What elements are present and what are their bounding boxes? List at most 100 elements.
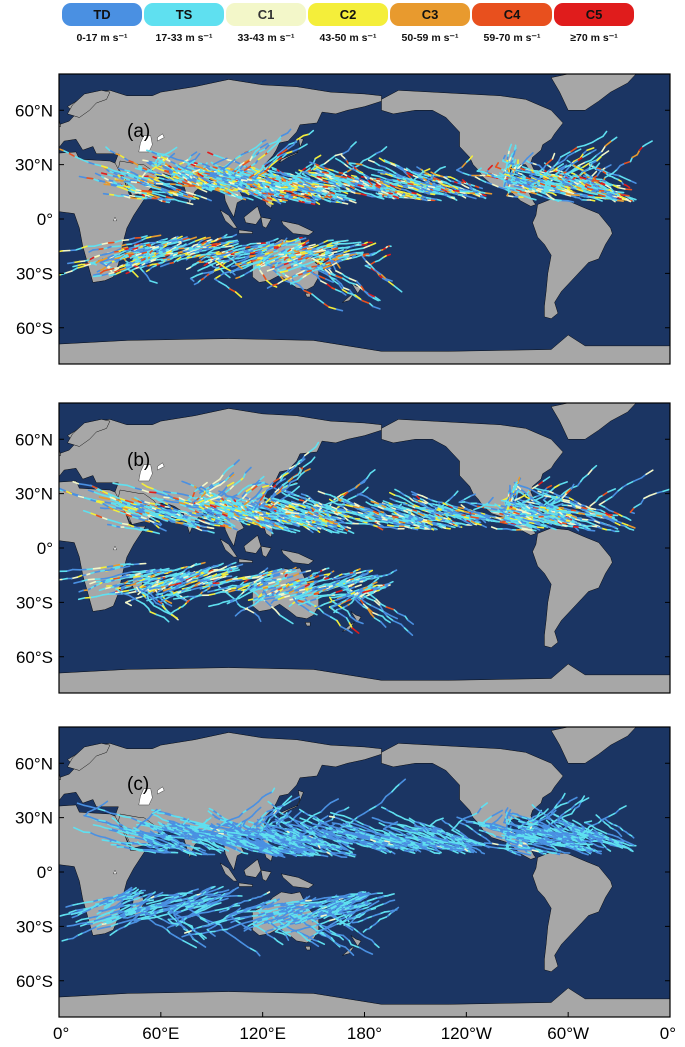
track-segment [264, 166, 271, 173]
track-segment [292, 280, 300, 284]
track-segment [507, 166, 516, 171]
track-segment [168, 184, 176, 189]
track-segment [268, 262, 278, 266]
track-segment [154, 172, 164, 176]
track-segment [328, 268, 334, 275]
track-segment [142, 159, 149, 162]
track-segment [529, 179, 538, 185]
track-segment [261, 139, 267, 143]
track-segment [94, 259, 102, 264]
track-segment [185, 201, 194, 206]
track-segment [394, 172, 402, 177]
track-segment [203, 171, 211, 174]
track-segment [168, 185, 177, 191]
track-segment [380, 146, 388, 152]
track-segment [582, 162, 591, 168]
track-segment [608, 191, 618, 197]
track-segment [486, 172, 495, 177]
track-segment [576, 144, 586, 148]
track-segment [562, 188, 571, 192]
track-segment [367, 292, 377, 298]
track-segment [279, 177, 287, 182]
track-segment [326, 283, 333, 289]
track-segment [589, 185, 599, 190]
track-segment [274, 187, 282, 190]
track-segment [201, 271, 210, 275]
track-segment [263, 160, 272, 166]
track-segment [598, 180, 607, 185]
track-segment [103, 261, 111, 264]
track-segment [516, 187, 526, 192]
track-segment [296, 194, 305, 198]
track-segment [541, 184, 550, 188]
track-segment [143, 246, 151, 250]
track-segment [333, 493, 343, 501]
panel-label: (a) [127, 121, 150, 142]
track-segment [200, 188, 208, 193]
track-segment [624, 177, 631, 182]
track-segment [267, 169, 274, 175]
track-segment [92, 274, 102, 278]
track-segment [347, 253, 357, 257]
track-segment [257, 179, 266, 183]
track-segment [224, 192, 232, 196]
track-segment [233, 176, 242, 181]
track-segment [617, 186, 626, 190]
track-segment [182, 238, 191, 243]
legend-item-c5: C5≥70 m s⁻¹ [554, 3, 634, 44]
track-segment [124, 248, 133, 252]
track-segment [570, 172, 576, 175]
track-segment [584, 159, 592, 164]
track-segment [264, 516, 272, 520]
track-segment [412, 170, 420, 174]
track-segment [207, 245, 215, 249]
track-segment [513, 158, 517, 164]
cyclone-tracks [59, 128, 653, 312]
track-segment [394, 174, 403, 179]
track-segment [343, 275, 351, 280]
track-segment [384, 166, 392, 172]
track-segment [265, 196, 273, 200]
track-segment [604, 193, 613, 198]
track-segment [416, 189, 424, 193]
track-segment [299, 178, 307, 183]
track-segment [585, 187, 594, 191]
track-segment [582, 151, 592, 158]
track-segment [560, 181, 570, 185]
track-segment [399, 168, 407, 173]
track-segment [106, 166, 115, 172]
track-segment [370, 193, 379, 198]
track-segment [152, 178, 160, 182]
track-segment [220, 263, 227, 270]
track-segment [260, 198, 269, 203]
track-segment [216, 167, 222, 172]
track-segment [197, 176, 203, 182]
track-segment [490, 183, 499, 188]
track-segment [347, 199, 357, 204]
track-segment [145, 168, 154, 173]
track-segment [376, 196, 385, 200]
track-segment [251, 190, 258, 195]
track-segment [268, 140, 278, 146]
track-segment [223, 243, 230, 247]
track-segment [521, 183, 529, 187]
track-segment [212, 166, 218, 169]
track-segment [88, 256, 95, 261]
track-segment [124, 265, 133, 270]
track-segment [285, 509, 294, 513]
track-segment [263, 259, 272, 264]
track-segment [322, 239, 329, 244]
track-segment [182, 160, 191, 165]
track-segment [268, 169, 276, 174]
track-segment [410, 191, 417, 195]
track-segment [300, 247, 308, 250]
track-segment [326, 181, 334, 185]
track-segment [434, 167, 442, 174]
track-segment [554, 185, 562, 188]
track-segment [363, 290, 370, 297]
track-segment [348, 197, 356, 201]
track-segment [254, 251, 262, 257]
track-segment [93, 243, 102, 247]
y-tick-label: 30°S [16, 264, 53, 283]
track-segment [196, 254, 204, 258]
